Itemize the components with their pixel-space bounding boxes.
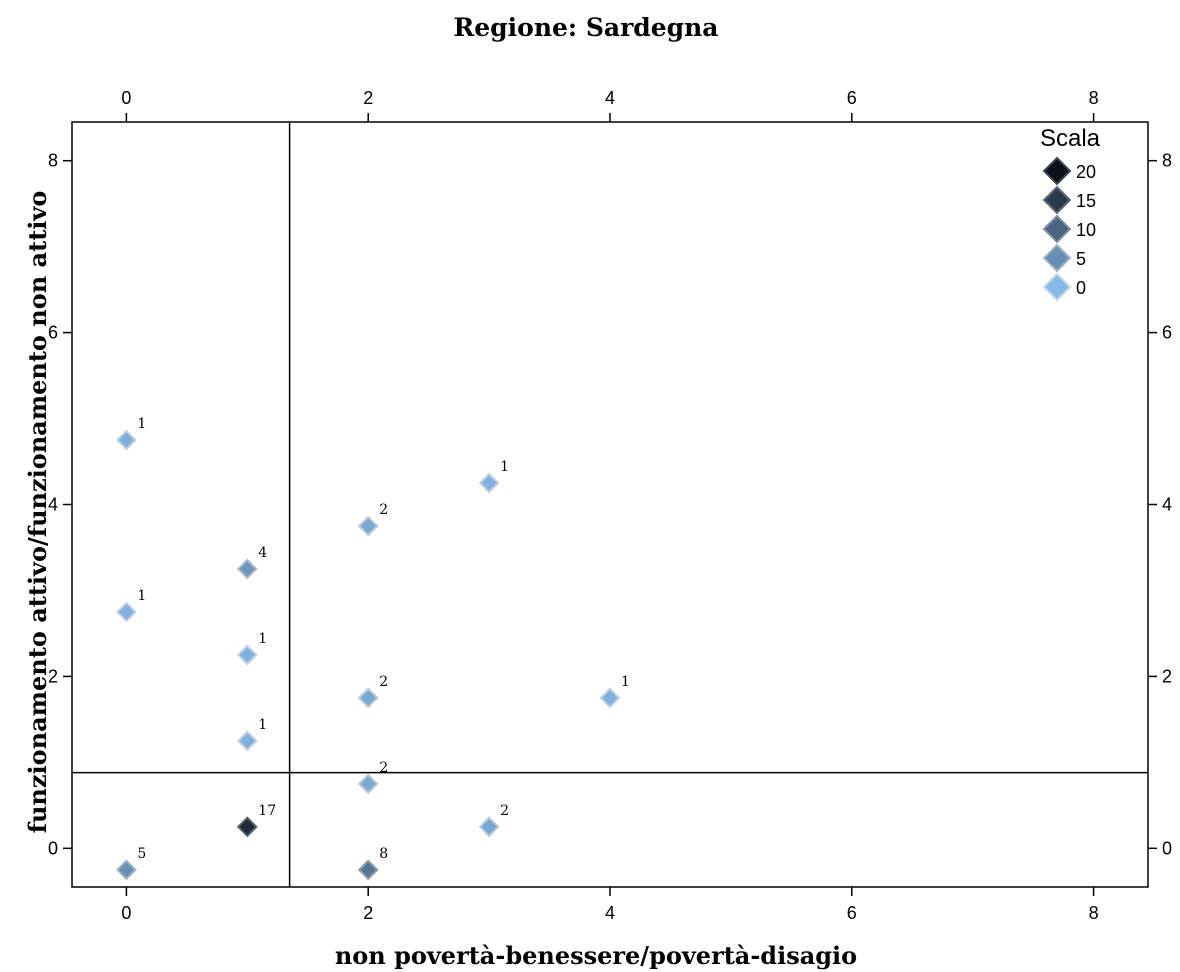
reference-lines (72, 122, 1148, 887)
x-tick-label-top: 0 (121, 88, 131, 108)
data-point-label: 2 (379, 502, 388, 518)
x-tick-label-top: 4 (605, 88, 615, 108)
data-point-label: 5 (137, 846, 146, 862)
data-point-label: 17 (258, 803, 276, 819)
data-point (115, 429, 137, 451)
data-point-label: 1 (258, 631, 267, 647)
legend-entry-label: 5 (1076, 249, 1086, 269)
legend-swatch (1042, 272, 1072, 302)
legend-entry-label: 15 (1076, 191, 1096, 211)
y-tick-label-right: 2 (1162, 666, 1172, 686)
x-tick-label-bottom: 8 (1089, 903, 1099, 923)
legend-title: Scala (1040, 125, 1101, 152)
y-tick-label-right: 6 (1162, 323, 1172, 343)
data-point-label: 8 (379, 846, 388, 862)
data-point-label: 1 (137, 588, 146, 604)
x-tick-label-top: 2 (363, 88, 373, 108)
data-point-label: 1 (500, 459, 509, 475)
y-tick-label-right: 4 (1162, 495, 1172, 515)
legend: Scala 20 15 10 5 0 (1040, 125, 1101, 302)
data-point-label: 4 (258, 545, 267, 561)
data-point-label: 2 (379, 674, 388, 690)
data-point-label: 1 (621, 674, 630, 690)
data-point (357, 773, 379, 795)
data-point-label: 2 (379, 760, 388, 776)
y-tick-label-right: 0 (1162, 838, 1172, 858)
y-tick-label-left: 8 (48, 151, 58, 171)
data-point (357, 687, 379, 709)
legend-swatch (1042, 156, 1072, 186)
data-point (357, 859, 379, 881)
legend-entry-label: 20 (1076, 162, 1096, 182)
data-point (478, 472, 500, 494)
data-point (236, 644, 258, 666)
axis-ticks: 0 0 2 2 4 4 6 6 8 8 0 0 2 2 4 4 6 6 8 8 (48, 88, 1172, 923)
data-point (236, 558, 258, 580)
data-point-label: 1 (258, 717, 267, 733)
data-point (236, 730, 258, 752)
x-axis-label: non povertà-benessere/povertà-disagio (335, 941, 857, 970)
data-point (115, 859, 137, 881)
legend-entry-label: 10 (1076, 220, 1096, 240)
chart-title: Regione: Sardegna (453, 13, 718, 42)
y-tick-label-left: 4 (48, 495, 58, 515)
data-point-label: 1 (137, 416, 146, 432)
data-point-label: 2 (500, 803, 509, 819)
y-tick-label-right: 8 (1162, 151, 1172, 171)
x-tick-label-bottom: 0 (121, 903, 131, 923)
legend-entry-label: 0 (1076, 278, 1086, 298)
legend-swatch (1042, 243, 1072, 273)
data-point (357, 515, 379, 537)
data-point (599, 687, 621, 709)
y-axis-label: funzionamento attivo/funzionamento non a… (23, 191, 52, 834)
legend-swatch (1042, 214, 1072, 244)
x-tick-label-top: 6 (847, 88, 857, 108)
x-tick-label-top: 8 (1089, 88, 1099, 108)
data-points: 1 1 5 4 1 1 17 2 2 2 8 1 2 1 (115, 416, 630, 881)
data-point (115, 601, 137, 623)
plot-frame (71, 121, 1149, 888)
y-tick-label-left: 0 (48, 838, 58, 858)
data-point (478, 816, 500, 838)
x-tick-label-bottom: 2 (363, 903, 373, 923)
data-point (236, 816, 258, 838)
legend-swatch (1042, 185, 1072, 215)
x-tick-label-bottom: 6 (847, 903, 857, 923)
y-tick-label-left: 2 (48, 666, 58, 686)
x-tick-label-bottom: 4 (605, 903, 615, 923)
y-tick-label-left: 6 (48, 323, 58, 343)
